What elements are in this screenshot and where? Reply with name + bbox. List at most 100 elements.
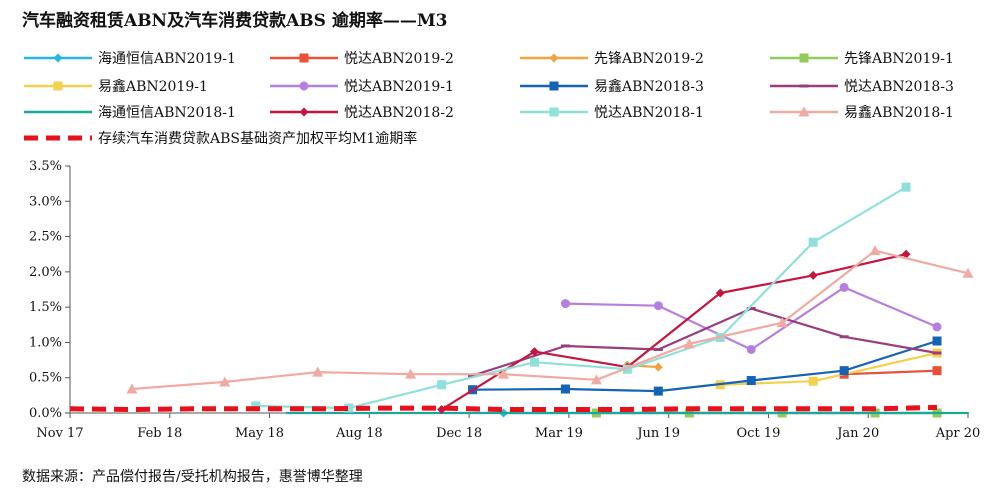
data-point [560,344,570,348]
chart-title: 汽车融资租赁ABN及汽车消费贷款ABS 逾期率——M3 [22,10,448,31]
legend-label: 易鑫ABN2019-1 [98,78,208,95]
legend-swatch-marker [53,81,63,91]
legend-swatch-marker [53,53,63,63]
legend-label: 悦达ABN2019-2 [344,51,454,67]
y-tick-label: 0.0% [29,406,62,421]
data-point [437,404,447,414]
legend-swatch-marker [299,107,309,117]
data-point [437,380,447,390]
series-line [130,249,970,391]
data-point [529,357,539,367]
legend-item: 先锋ABN2019-2 [520,51,704,67]
data-point [932,351,942,355]
series-line [254,186,908,410]
data-point [962,267,974,278]
y-tick-label: 3.5% [29,159,62,174]
series-line [440,253,908,411]
legend-label: 易鑫ABN2018-1 [844,104,954,121]
x-tick-label: Mar 19 [535,426,583,441]
legend-item: 悦达ABN2019-2 [270,51,454,67]
chart-source: 数据来源：产品偿付报告/受托机构报告，惠誉博华整理 [22,468,363,485]
x-tick-label: Oct 19 [737,426,781,441]
data-point [839,335,849,339]
data-point [405,368,417,379]
legend-label: 海通恒信ABN2019-1 [98,51,236,67]
legend-item: 易鑫ABN2018-3 [520,78,704,95]
series-7 [468,307,942,378]
legend-label: 悦达ABN2019-1 [344,79,454,95]
data-point [746,376,756,386]
legend-label: 先锋ABN2019-2 [594,51,704,67]
data-point [808,270,818,280]
x-tick-label: Aug 18 [335,426,383,441]
y-tick-label: 2.5% [29,230,62,245]
data-point [932,322,942,332]
legend: 海通恒信ABN2019-1 悦达ABN2019-2 先锋ABN2019-2 先锋ABN… [24,51,954,147]
data-point [653,347,663,351]
data-point [808,376,818,386]
legend-label: 先锋ABN2019-1 [844,51,954,67]
data-point [312,366,324,377]
legend-item: 易鑫ABN2019-1 [24,78,208,95]
legend-swatch-marker [299,53,309,63]
series-11 [126,245,974,394]
data-point [251,401,261,411]
data-point [622,364,632,374]
series-12 [69,404,938,412]
data-point [869,245,881,256]
x-tick-label: Apr 20 [935,426,981,441]
legend-swatch-marker [549,81,559,91]
data-point [560,384,570,394]
data-point [560,299,570,309]
legend-label: 海通恒信ABN2018-1 [98,105,236,121]
x-tick-label: May 18 [235,426,284,441]
y-tick-label: 1.5% [29,300,62,315]
legend-item: 悦达ABN2018-2 [270,105,454,121]
series-6 [468,336,942,396]
data-point [653,301,663,311]
y-tick-label: 3.0% [29,194,62,209]
legend-item: 易鑫ABN2018-1 [770,104,954,121]
data-point [808,237,818,247]
legend-item: 悦达ABN2018-3 [770,79,954,95]
y-tick-label: 0.5% [29,371,62,386]
data-point [126,383,138,394]
legend-item: 悦达ABN2018-1 [520,105,704,121]
data-point [715,288,725,298]
y-tick-label: 2.0% [29,265,62,280]
data-point [468,374,478,378]
data-point [344,403,354,413]
legend-item: 海通恒信ABN2019-1 [24,51,236,67]
legend-label: 悦达ABN2018-1 [594,105,704,121]
legend-label: 存续汽车消费贷款ABS基础资产加权平均M1逾期率 [98,130,417,147]
series-5 [560,282,942,354]
data-point [839,366,849,376]
legend-item: 海通恒信ABN2018-1 [24,105,236,121]
legend-swatch-marker [549,107,559,117]
x-tick-label: Feb 18 [137,426,182,441]
series-line [471,307,939,377]
data-point [498,368,510,379]
data-point [653,362,663,372]
x-tick-label: Jan 20 [835,426,879,441]
legend-label: 易鑫ABN2018-3 [594,78,704,95]
x-tick-label: Jun 19 [635,426,680,441]
data-point [683,338,695,349]
series-line [471,339,939,393]
legend-label: 悦达ABN2018-2 [344,105,454,121]
data-point [901,249,911,259]
series-lines [69,182,974,418]
data-point [746,307,756,311]
legend-swatch-marker [549,53,559,63]
series-line [564,286,939,351]
legend-item: 存续汽车消费贷款ABS基础资产加权平均M1逾期率 [24,130,417,147]
legend-swatch-marker [299,81,309,91]
series-line [842,369,939,376]
data-point [653,386,663,396]
legend-label: 悦达ABN2018-3 [844,79,954,95]
data-point [901,182,911,192]
legend-swatch-marker [799,53,809,63]
data-point [746,344,756,354]
